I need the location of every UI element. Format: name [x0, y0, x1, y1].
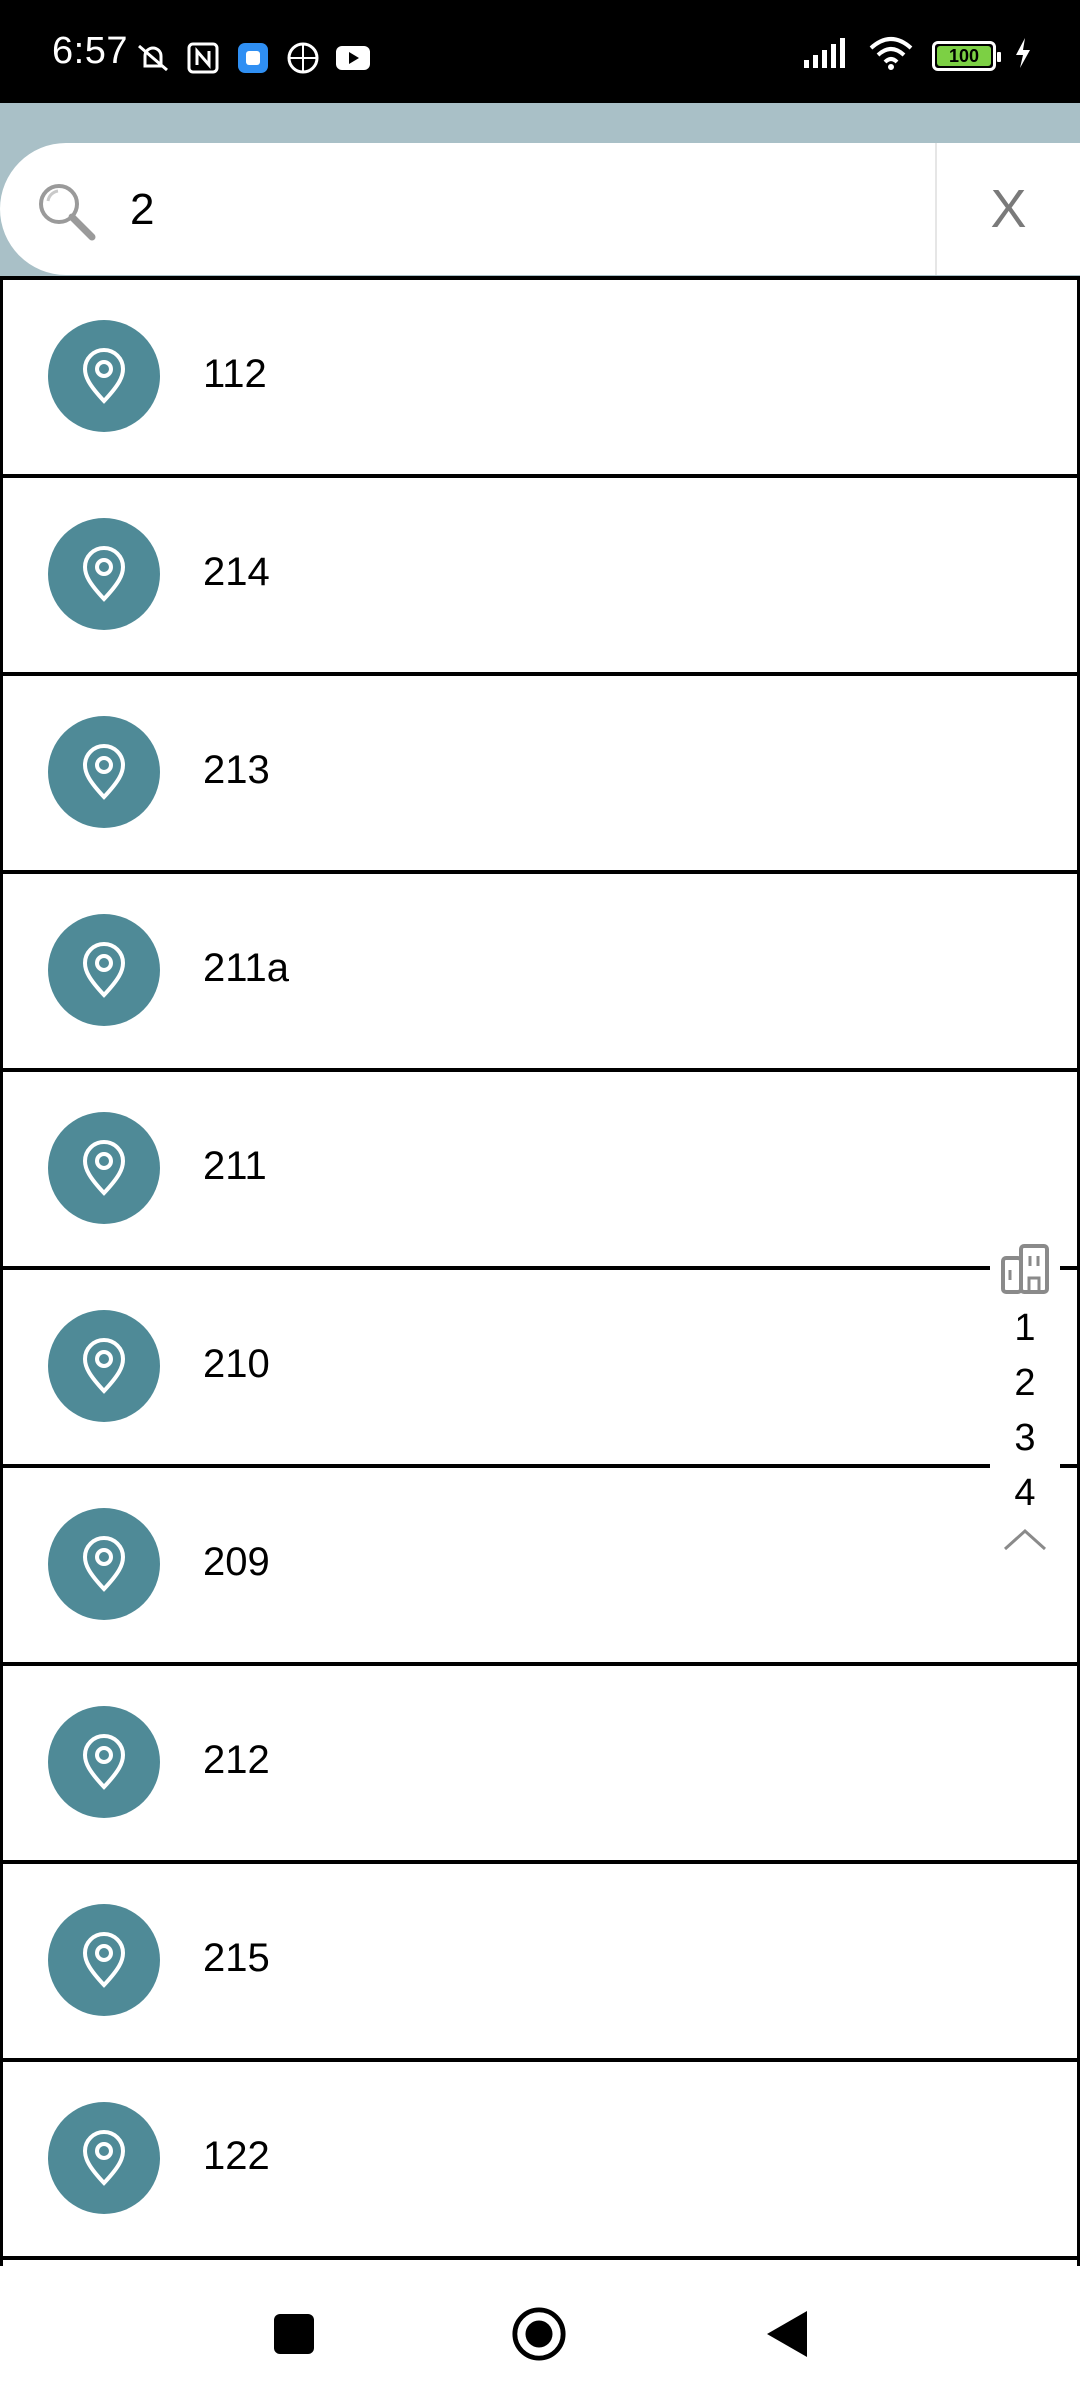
- app-notification-icon: [235, 40, 271, 76]
- search-icon: [34, 179, 98, 243]
- list-item[interactable]: 122: [0, 2058, 1080, 2256]
- battery-level: 100: [937, 45, 991, 66]
- location-pin-icon: [48, 1508, 160, 1620]
- location-pin-icon: [48, 716, 160, 828]
- list-item-label: 122: [203, 2134, 270, 2178]
- clear-search-button[interactable]: X: [935, 143, 1080, 275]
- search-bar[interactable]: [0, 143, 935, 275]
- floor-selector: 1 2 3 4: [990, 1240, 1060, 1562]
- nfc-icon: [185, 40, 221, 76]
- back-button[interactable]: [758, 2306, 814, 2362]
- list-item[interactable]: 213: [0, 672, 1080, 870]
- location-pin-icon: [48, 914, 160, 1026]
- list-item-label: 210: [203, 1342, 270, 1386]
- location-pin-icon: [48, 320, 160, 432]
- charging-icon: [1014, 38, 1032, 73]
- location-pin-icon: [48, 1112, 160, 1224]
- status-bar: 6:57 100: [0, 0, 1080, 103]
- basketball-icon: [285, 40, 321, 76]
- floor-1-button[interactable]: 1: [1014, 1307, 1036, 1349]
- floor-3-button[interactable]: 3: [1014, 1417, 1036, 1459]
- youtube-icon: [335, 40, 371, 76]
- list-item-label: 209: [203, 1540, 270, 1584]
- location-pin-icon: [48, 1706, 160, 1818]
- list-item: [0, 2256, 1080, 2266]
- location-pin-icon: [48, 518, 160, 630]
- status-time: 6:57: [52, 30, 128, 72]
- wifi-icon: [868, 36, 914, 75]
- list-item-label: 112: [203, 352, 267, 396]
- notification-icons: [135, 40, 371, 76]
- navigation-bar: [0, 2266, 1080, 2400]
- list-item-label: 215: [203, 1936, 270, 1980]
- location-pin-icon: [48, 1310, 160, 1422]
- system-icons: 100: [802, 36, 1032, 75]
- list-item[interactable]: 215: [0, 1860, 1080, 2058]
- list-item[interactable]: 214: [0, 474, 1080, 672]
- location-pin-icon: [48, 2102, 160, 2214]
- home-button[interactable]: [511, 2306, 567, 2362]
- list-item-label: 211: [203, 1144, 267, 1188]
- floor-4-button[interactable]: 4: [1014, 1472, 1036, 1514]
- signal-icon: [802, 38, 850, 73]
- list-item-label: 213: [203, 748, 270, 792]
- list-item[interactable]: 211a: [0, 870, 1080, 1068]
- recents-button[interactable]: [266, 2306, 322, 2362]
- floor-2-button[interactable]: 2: [1014, 1362, 1036, 1404]
- chevron-up-icon[interactable]: [1001, 1521, 1049, 1562]
- list-item[interactable]: 211: [0, 1068, 1080, 1266]
- list-item[interactable]: 112: [0, 276, 1080, 474]
- list-item[interactable]: 212: [0, 1662, 1080, 1860]
- search-input[interactable]: [128, 173, 912, 247]
- list-item-label: 211a: [203, 946, 290, 990]
- results-list[interactable]: 112 214 213 211a 211 210 209: [0, 276, 1080, 2266]
- list-item-label: 214: [203, 550, 270, 594]
- location-pin-icon: [48, 1904, 160, 2016]
- building-icon[interactable]: [997, 1240, 1053, 1301]
- list-item[interactable]: 210: [0, 1266, 1080, 1464]
- list-item-label: 212: [203, 1738, 270, 1782]
- list-item[interactable]: 209: [0, 1464, 1080, 1662]
- muted-bell-icon: [135, 40, 171, 76]
- battery-icon: 100: [932, 40, 1001, 71]
